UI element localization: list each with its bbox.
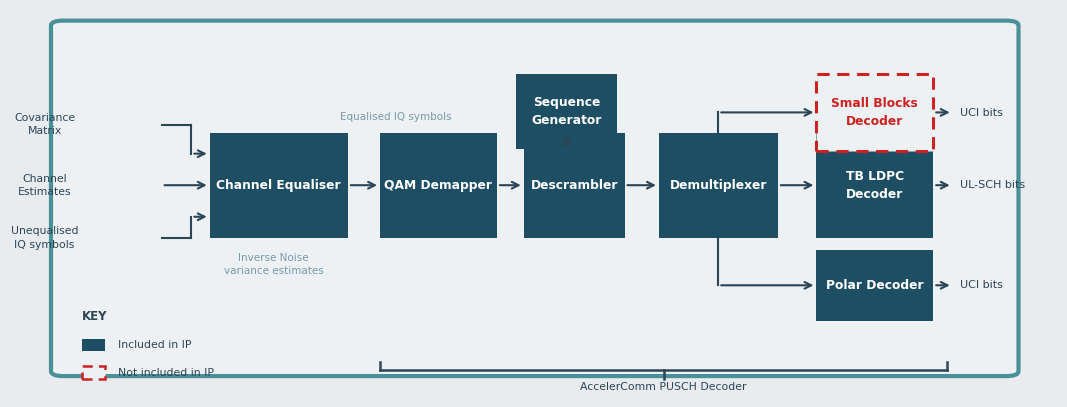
Text: Unequalised
IQ symbols: Unequalised IQ symbols [11,226,78,249]
FancyBboxPatch shape [82,339,106,351]
Text: AccelerComm PUSCH Decoder: AccelerComm PUSCH Decoder [579,382,746,392]
Text: Not included in IP: Not included in IP [118,368,213,377]
FancyBboxPatch shape [209,133,348,238]
Text: Demultiplexer: Demultiplexer [669,179,766,192]
FancyBboxPatch shape [51,21,1018,376]
FancyBboxPatch shape [523,133,624,238]
Text: Sequence
Generator: Sequence Generator [531,96,602,127]
Text: Polar Decoder: Polar Decoder [826,279,923,292]
FancyBboxPatch shape [658,133,778,238]
Text: Equalised IQ symbols: Equalised IQ symbols [339,112,451,122]
FancyBboxPatch shape [815,250,933,321]
Text: UL-SCH bits: UL-SCH bits [959,180,1024,190]
Text: Channel
Estimates: Channel Estimates [18,174,71,197]
Text: Included in IP: Included in IP [118,340,191,350]
Text: QAM Demapper: QAM Demapper [384,179,492,192]
Text: Inverse Noise
variance estimates: Inverse Noise variance estimates [223,252,323,276]
Text: Descrambler: Descrambler [530,179,618,192]
FancyBboxPatch shape [815,74,933,151]
FancyBboxPatch shape [815,133,933,238]
Text: Small Blocks
Decoder: Small Blocks Decoder [831,97,918,128]
Text: Channel Equaliser: Channel Equaliser [217,179,340,192]
FancyBboxPatch shape [82,366,106,379]
Text: UCI bits: UCI bits [959,107,1002,118]
Text: Covariance
Matrix: Covariance Matrix [14,113,75,136]
Text: TB LDPC
Decoder: TB LDPC Decoder [845,170,903,201]
FancyBboxPatch shape [515,74,617,149]
FancyBboxPatch shape [380,133,496,238]
Text: UCI bits: UCI bits [959,280,1002,290]
Text: KEY: KEY [82,310,108,323]
